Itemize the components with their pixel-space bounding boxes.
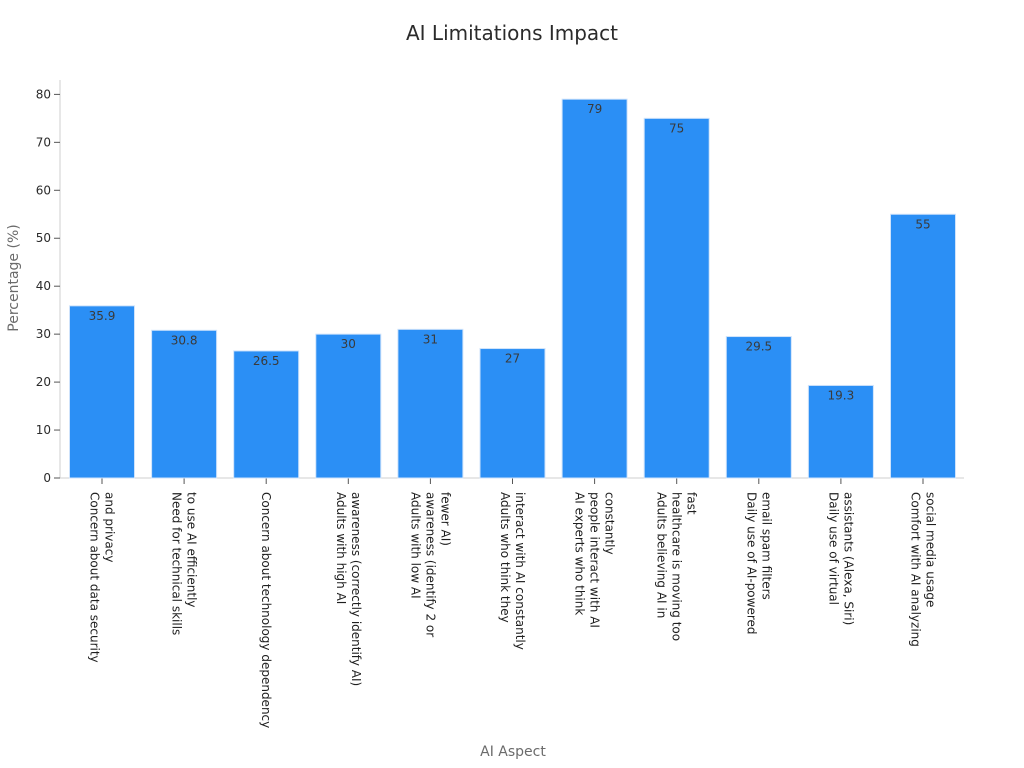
y-axis-title: Percentage (%)	[6, 224, 22, 331]
y-tick-label: 70	[36, 135, 51, 149]
bar[interactable]	[479, 348, 546, 479]
y-tick-label: 10	[36, 423, 51, 437]
data-label: 30	[341, 337, 356, 351]
x-tick-label-line: Adults with low AI	[408, 492, 422, 599]
x-tick-label-line: fast	[685, 492, 699, 515]
y-tick-label: 80	[36, 87, 51, 101]
y-tick-label: 20	[36, 375, 51, 389]
x-tick-label-line: Need for technical skills	[170, 492, 184, 635]
x-tick-label-line: Adults with high AI	[334, 492, 348, 604]
x-tick-label-line: assistants (Alexa, Siri)	[841, 492, 855, 625]
x-tick-label-line: Concern about data security	[88, 492, 102, 663]
x-tick-label: Concern about technology dependency	[259, 492, 273, 728]
data-label: 79	[587, 102, 602, 116]
x-tick-label-line: email spam filters	[759, 492, 773, 600]
x-tick-label: Adults with low AI awareness (identify 2 …	[408, 492, 452, 637]
x-tick-label: Daily use of AI-powered email spam filter…	[744, 492, 773, 635]
data-label: 35.9	[89, 309, 116, 323]
y-tick-label: 60	[36, 183, 51, 197]
bar[interactable]	[561, 98, 628, 479]
y-tick-label: 30	[36, 327, 51, 341]
x-tick-label: Concern about data security and privacy	[88, 492, 117, 663]
x-tick-label-line: Daily use of virtual	[826, 492, 840, 605]
bar[interactable]	[890, 213, 956, 479]
x-tick-label: Adults who think they interact with AI co…	[498, 492, 527, 650]
x-tick-label-line: Adults believing AI in	[655, 492, 669, 618]
bar[interactable]	[397, 328, 464, 479]
bar[interactable]	[151, 329, 218, 479]
x-tick-label-line: Concern about technology dependency	[259, 492, 273, 728]
x-tick-label: Need for technical skills to use AI effic…	[170, 492, 199, 635]
x-tick-label-line: to use AI efficiently	[185, 492, 199, 608]
x-tick-label: Comfort with AI analyzing social media us…	[909, 492, 938, 647]
x-axis-title: AI Aspect	[480, 744, 546, 760]
x-tick-label-line: and privacy	[103, 492, 117, 562]
x-tick-label-line: awareness (identify 2 or	[423, 492, 437, 637]
x-tick-label-line: constantly	[603, 492, 617, 555]
data-label: 26.5	[253, 354, 280, 368]
x-tick-label-line: Daily use of AI-powered	[744, 492, 758, 635]
y-axis: 0 10 20 30 40 50 60 70 80	[36, 80, 61, 485]
chart-title: AI Limitations Impact	[406, 21, 618, 45]
bar[interactable]	[807, 384, 874, 479]
bar[interactable]	[725, 336, 792, 479]
y-tick-label: 50	[36, 231, 51, 245]
data-label: 55	[915, 217, 930, 231]
data-label: 31	[423, 332, 438, 346]
data-label: 75	[669, 121, 684, 135]
bar-series	[69, 98, 956, 479]
x-tick-label: Adults with high AI awareness (correctly …	[334, 492, 363, 686]
data-labels: 35.9 30.8 26.5 30 31 27 79 75 29.5 19.3 55	[89, 102, 931, 402]
x-tick-label-line: people interact with AI	[588, 492, 602, 628]
category-labels: Concern about data security and privacy Ne…	[88, 492, 938, 728]
data-label: 19.3	[828, 388, 855, 402]
x-axis	[60, 477, 964, 484]
bar[interactable]	[315, 333, 382, 479]
x-tick-label: AI experts who think people interact with…	[573, 492, 617, 628]
x-tick-label-line: Comfort with AI analyzing	[909, 492, 923, 647]
x-tick-label-line: interact with AI constantly	[513, 492, 527, 650]
data-label: 30.8	[171, 333, 198, 347]
bar[interactable]	[233, 350, 300, 479]
x-tick-label-line: Adults who think they	[498, 492, 512, 623]
x-tick-label-line: fewer AI)	[438, 492, 452, 546]
y-tick-label: 0	[43, 471, 51, 485]
y-tick-label: 40	[36, 279, 51, 293]
x-tick-label: Daily use of virtual assistants (Alexa, S…	[826, 492, 855, 625]
x-tick-label-line: AI experts who think	[573, 492, 587, 615]
x-tick-label-line: awareness (correctly identify AI)	[349, 492, 363, 686]
x-tick-label: Adults believing AI in healthcare is movi…	[655, 492, 699, 641]
data-label: 29.5	[745, 340, 772, 354]
bar[interactable]	[643, 117, 710, 479]
data-label: 27	[505, 352, 520, 366]
x-tick-label-line: social media usage	[924, 492, 938, 607]
bar[interactable]	[69, 305, 135, 479]
x-tick-label-line: healthcare is moving too	[670, 492, 684, 641]
